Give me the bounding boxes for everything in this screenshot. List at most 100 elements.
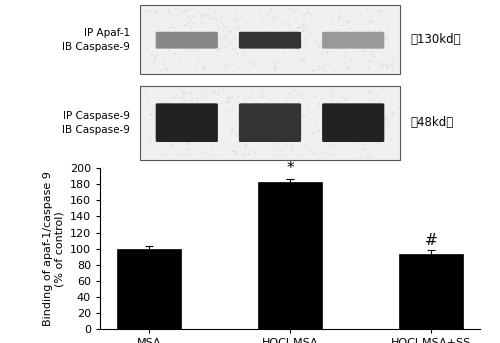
Point: [290, 95, 298, 100]
Point: [371, 124, 379, 130]
Point: [370, 29, 378, 35]
Point: [345, 105, 353, 110]
Point: [306, 31, 314, 36]
Point: [237, 138, 245, 143]
Point: [234, 93, 241, 99]
Point: [358, 43, 366, 49]
Point: [344, 114, 352, 119]
Point: [162, 113, 170, 119]
Point: [311, 93, 319, 98]
Point: [186, 90, 194, 95]
Point: [312, 121, 320, 126]
Point: [360, 46, 368, 51]
Point: [352, 138, 360, 143]
Point: [154, 136, 162, 141]
Point: [181, 134, 189, 139]
Point: [364, 153, 372, 158]
Point: [251, 149, 259, 155]
Point: [151, 54, 159, 60]
Point: [331, 139, 339, 144]
Point: [297, 24, 305, 30]
Point: [150, 57, 158, 63]
Point: [162, 66, 170, 71]
Point: [184, 6, 192, 11]
Point: [266, 96, 274, 102]
Point: [274, 141, 282, 147]
Point: [320, 42, 328, 48]
Point: [359, 142, 367, 147]
Point: [349, 67, 357, 72]
Point: [384, 120, 392, 126]
Point: [342, 11, 349, 17]
Point: [352, 122, 360, 127]
Point: [168, 21, 176, 26]
Point: [225, 95, 233, 100]
Point: [198, 12, 205, 18]
Point: [222, 100, 230, 105]
Point: [142, 9, 150, 14]
Point: [230, 34, 238, 39]
Point: [308, 138, 316, 144]
Point: [292, 91, 300, 96]
Point: [284, 104, 292, 109]
Point: [259, 94, 267, 100]
Point: [256, 117, 264, 123]
Point: [200, 67, 208, 72]
Point: [173, 12, 181, 17]
Point: [366, 112, 374, 118]
Point: [188, 103, 196, 108]
Point: [160, 56, 168, 61]
Point: [160, 67, 168, 72]
Point: [322, 32, 330, 37]
Point: [158, 91, 166, 97]
Point: [292, 137, 300, 143]
Point: [186, 119, 194, 125]
Point: [340, 52, 348, 57]
Point: [300, 12, 308, 17]
Point: [203, 102, 211, 107]
Point: [272, 131, 280, 137]
Point: [344, 19, 351, 24]
Point: [142, 89, 150, 95]
Point: [186, 133, 194, 139]
Point: [363, 21, 371, 26]
Point: [363, 7, 371, 13]
Point: [168, 142, 176, 147]
Point: [345, 25, 353, 31]
Point: [322, 108, 330, 113]
Point: [364, 58, 372, 63]
Point: [276, 44, 284, 49]
Point: [156, 36, 164, 41]
Point: [306, 12, 314, 17]
Point: [340, 130, 347, 135]
Point: [238, 33, 246, 39]
Point: [162, 35, 170, 40]
Point: [276, 21, 284, 26]
Point: [145, 29, 153, 35]
Point: [390, 109, 398, 115]
Point: [221, 50, 229, 56]
Point: [244, 152, 252, 157]
Point: [355, 114, 363, 120]
Point: [302, 40, 310, 45]
Point: [222, 24, 230, 30]
Point: [211, 15, 219, 20]
Bar: [140, 5, 400, 74]
Point: [371, 117, 379, 123]
Point: [366, 63, 374, 69]
Point: [254, 136, 262, 142]
Point: [202, 114, 209, 119]
Point: [249, 126, 257, 131]
Point: [146, 135, 154, 141]
Point: [178, 125, 186, 130]
Point: [194, 107, 202, 112]
Point: [343, 19, 351, 24]
Point: [259, 17, 267, 23]
Point: [185, 139, 193, 144]
Point: [274, 9, 281, 14]
Point: [150, 125, 158, 131]
Point: [198, 128, 206, 133]
Point: [364, 39, 372, 45]
Point: [256, 87, 264, 92]
Point: [228, 106, 236, 111]
